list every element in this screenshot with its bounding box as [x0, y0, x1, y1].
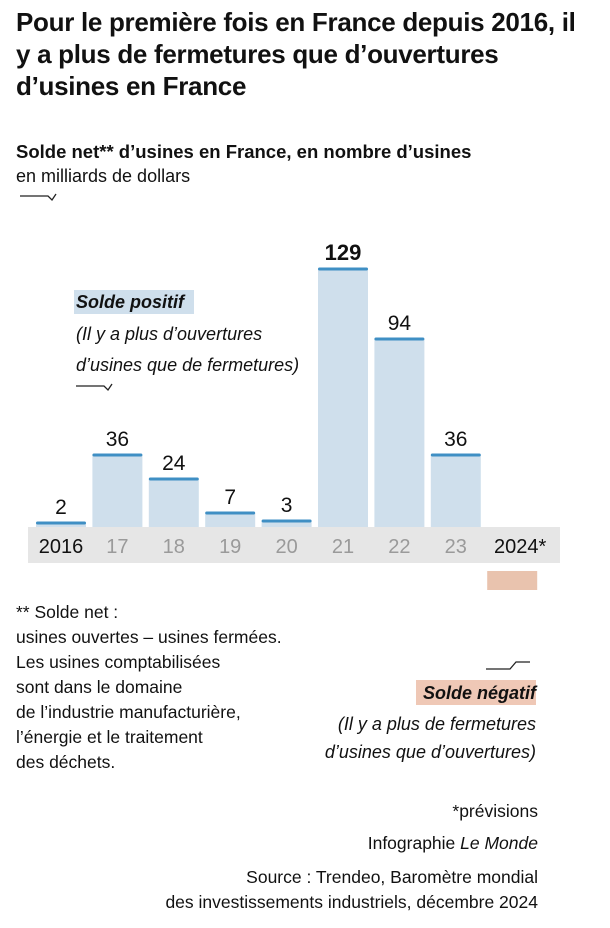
- negative-label-highlight: [416, 680, 536, 705]
- x-tick-label: 20: [275, 536, 297, 558]
- value-label: 3: [281, 494, 293, 517]
- chart-title: Pour le première fois en France depuis 2…: [16, 7, 576, 101]
- bar: [430, 455, 481, 527]
- bar-top-line: [92, 453, 143, 457]
- bar: [148, 479, 199, 527]
- bar: [318, 269, 368, 527]
- axis-band: [28, 527, 560, 563]
- footnote-line: Les usines comptabilisées: [16, 652, 221, 672]
- value-label: 94: [388, 312, 412, 335]
- forecast-note: *prévisions: [452, 801, 538, 821]
- footnote-line: l’énergie et le traitement: [16, 727, 203, 747]
- footnote-line: sont dans le domaine: [16, 677, 183, 697]
- chart-subtitle: Solde net** d’usines en France, en nombr…: [16, 141, 472, 162]
- bar-top-line: [318, 267, 368, 271]
- footnote-line: ** Solde net :: [16, 602, 119, 622]
- positive-label-line2: d’usines que de fermetures): [76, 355, 299, 375]
- bar-top-line: [148, 477, 199, 481]
- x-tick-labels: 2016 17 18 19 20 21 22 23 2024*: [39, 536, 547, 558]
- bar-top-line: [430, 453, 481, 457]
- credit: Infographie Le Monde: [368, 832, 538, 854]
- value-label: 36: [106, 428, 129, 451]
- bar: [36, 523, 86, 527]
- x-tick-label: 2016: [39, 536, 84, 558]
- source-line-1: Source : Trendeo, Baromètre mondial: [246, 867, 538, 887]
- negative-label-line2: d’usines que d’ouvertures): [325, 742, 536, 762]
- bar-negative: [487, 571, 538, 590]
- value-label: 2: [55, 496, 67, 519]
- footnote-line: usines ouvertes – usines fermées.: [16, 627, 282, 647]
- footnote: ** Solde net : usines ouvertes – usines …: [16, 600, 336, 775]
- x-tick-label: 21: [332, 536, 354, 558]
- bar-top-line: [36, 521, 86, 525]
- bar: [205, 513, 256, 527]
- x-tick-label: 2024*: [494, 536, 546, 558]
- footnote-line: de l’industrie manufacturière,: [16, 702, 241, 722]
- x-tick-label: 22: [388, 536, 410, 558]
- credit-prefix: Infographie: [367, 833, 461, 853]
- chart-unit-note: en milliards de dollars: [16, 166, 191, 186]
- x-tick-label: 19: [219, 536, 241, 558]
- value-label: 36: [444, 428, 467, 451]
- bar: [261, 521, 312, 527]
- bar-top-line: [205, 511, 256, 515]
- negative-connector-line: [486, 661, 530, 670]
- bar-top-line: [374, 337, 425, 341]
- bar-chart: 2016 17 18 19 20 21 22 23 2024* 2 36 24 7 3 129 94 36 S…: [20, 193, 560, 590]
- negative-label-title: Solde négatif: [423, 683, 538, 703]
- bar-top-line: [261, 519, 312, 523]
- positive-label-title: Solde positif: [76, 292, 186, 312]
- positive-label-highlight: [74, 290, 194, 314]
- negative-label-line1: (Il y a plus de fermetures: [338, 714, 536, 734]
- credit-brand: Le Monde: [460, 833, 538, 853]
- negative-annotation: Solde négatif (Il y a plus de fermetures…: [325, 661, 538, 762]
- x-tick-label: 18: [163, 536, 185, 558]
- positive-connector-line: [76, 383, 113, 392]
- source-line-2: des investissements industriels, décembr…: [165, 892, 538, 912]
- footnote-line: des déchets.: [16, 752, 116, 772]
- subtitle-connector-line: [20, 193, 57, 202]
- x-tick-label: 23: [445, 536, 467, 558]
- value-label: 7: [224, 486, 236, 509]
- bar: [92, 455, 143, 527]
- value-label: 129: [325, 240, 362, 265]
- value-labels: 2 36 24 7 3 129 94 36: [55, 240, 467, 519]
- value-label: 24: [162, 452, 186, 475]
- bars-group: [36, 267, 538, 590]
- x-tick-label: 17: [106, 536, 128, 558]
- bar: [374, 339, 425, 527]
- positive-label-line1: (Il y a plus d’ouvertures: [76, 324, 262, 344]
